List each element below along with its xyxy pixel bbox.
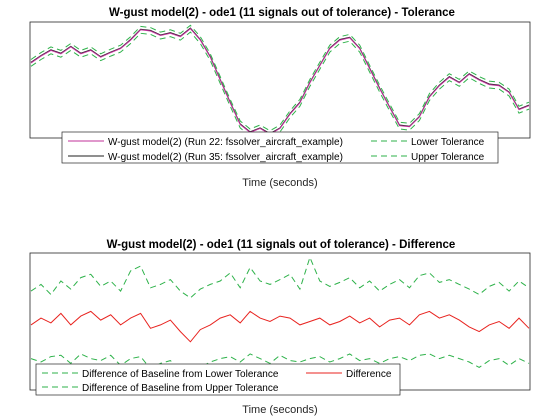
line-run22 [30,28,530,135]
difference-plot-lines [30,255,530,380]
line-lower-tolerance [30,31,530,139]
line-diff-upper [30,255,530,299]
tolerance-plot-xlabel: Time (seconds) [242,177,317,189]
line-diff-lower [30,353,530,380]
legend-label-run35: W-gust model(2) (Run 35: fssolver_aircra… [108,152,343,163]
tolerance-plot: W-gust model(2) - ode1 (11 signals out o… [29,7,531,189]
tolerance-plot-title: W-gust model(2) - ode1 (11 signals out o… [109,7,455,19]
tolerance-plot-lines [30,24,530,139]
difference-legend-box [35,363,401,396]
tolerance-legend[interactable]: W-gust model(2) (Run 22: fssolver_aircra… [61,131,499,164]
line-difference [30,310,530,343]
legend-label-diff-lower: Difference of Baseline from Lower Tolera… [82,369,279,380]
line-upper-tolerance [30,24,530,132]
difference-plot-title: W-gust model(2) - ode1 (11 signals out o… [107,239,456,251]
legend-label-diff-upper: Difference of Baseline from Upper Tolera… [82,383,279,394]
difference-legend[interactable]: Difference of Baseline from Lower Tolera… [35,363,401,396]
legend-label-upper-tolerance: Upper Tolerance [411,152,485,163]
legend-label-lower-tolerance: Lower Tolerance [411,137,485,148]
difference-plot: W-gust model(2) - ode1 (11 signals out o… [29,239,531,416]
tolerance-legend-box [61,131,499,164]
difference-plot-xlabel: Time (seconds) [242,404,317,416]
legend-label-run22: W-gust model(2) (Run 22: fssolver_aircra… [108,137,343,148]
legend-label-difference: Difference [346,369,392,380]
